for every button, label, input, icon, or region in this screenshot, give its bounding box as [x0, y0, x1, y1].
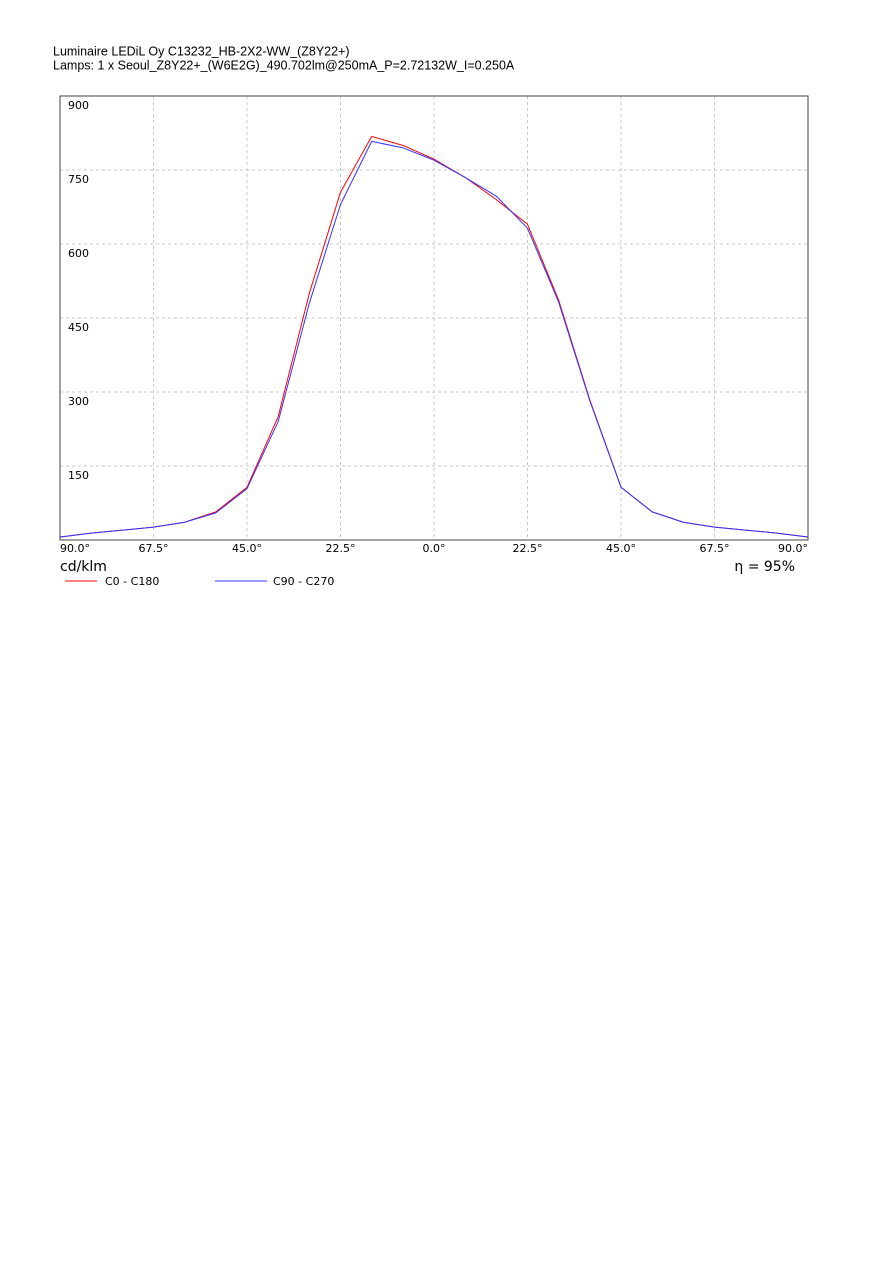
x-tick-label: 22.5° [513, 542, 543, 555]
legend-label: C0 - C180 [105, 575, 159, 588]
y-tick-label: 450 [68, 321, 89, 334]
data-line [59, 140, 809, 538]
x-tick-label: 90.0° [60, 542, 90, 555]
x-tick-label: 22.5° [326, 542, 356, 555]
y-axis-label: cd/klm [60, 559, 107, 575]
y-tick-label: 300 [68, 395, 89, 408]
x-tick-label: 45.0° [232, 542, 262, 555]
x-tick-label: 67.5° [700, 542, 730, 555]
y-tick-label: 900 [68, 99, 89, 112]
y-tick-label: 600 [68, 247, 89, 260]
y-tick-label: 150 [68, 469, 89, 482]
x-tick-label: 45.0° [606, 542, 636, 555]
chart-subtitle: Lamps: 1 x Seoul_Z8Y22+_(W6E2G)_490.702l… [53, 58, 515, 72]
plot-frame [59, 95, 809, 541]
chart-title: Luminaire LEDiL Oy C13232_HB-2X2-WW_(Z8Y… [53, 44, 350, 58]
x-tick-label: 0.0° [423, 542, 446, 555]
legend-label: C90 - C270 [273, 575, 334, 588]
x-tick-label: 90.0° [778, 542, 808, 555]
x-tick-label: 67.5° [139, 542, 169, 555]
y-tick-label: 750 [68, 173, 89, 186]
annotation: η = 95% [734, 559, 795, 575]
